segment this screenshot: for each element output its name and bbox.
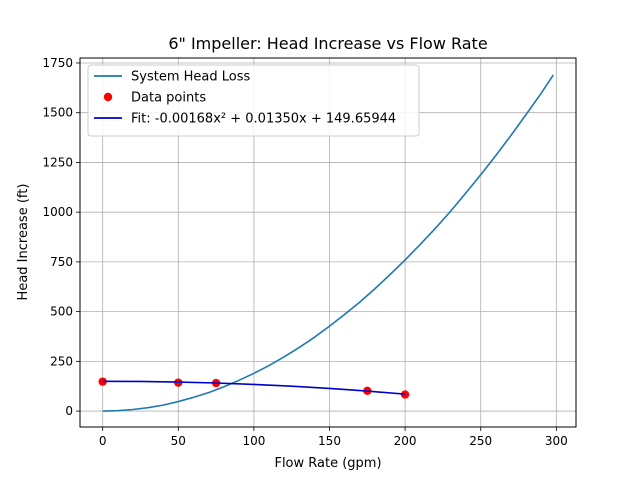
y-tick-label: 1750 xyxy=(42,56,73,70)
y-tick-label: 1250 xyxy=(42,155,73,169)
x-tick-label: 200 xyxy=(394,434,417,448)
series-line xyxy=(102,74,554,412)
x-tick-label: 150 xyxy=(318,434,341,448)
plot-series xyxy=(98,74,554,412)
legend-label: Fit: -0.00168x² + 0.01350x + 149.65944 xyxy=(131,112,396,127)
x-tick-label: 100 xyxy=(242,434,265,448)
series-line xyxy=(102,380,406,395)
y-tick-label: 1000 xyxy=(42,205,73,219)
x-tick-label: 250 xyxy=(469,434,492,448)
axes: 0 50 100 150 200 250 300 0 250 500 750 1000 1250 1500… xyxy=(42,56,567,448)
y-tick-label: 250 xyxy=(50,354,73,368)
y-tick-label: 500 xyxy=(50,305,73,319)
x-axis-label: Flow Rate (gpm) xyxy=(274,456,381,471)
legend: System Head Loss Data points Fit: -0.00168… xyxy=(87,64,420,137)
legend-marker-swatch xyxy=(103,92,113,102)
legend-box xyxy=(87,64,420,137)
y-tick-label: 0 xyxy=(65,404,73,418)
y-tick-label: 750 xyxy=(50,255,73,269)
legend-label: Data points xyxy=(131,91,206,106)
chart-title: 6" Impeller: Head Increase vs Flow Rate xyxy=(168,34,487,53)
x-tick-label: 300 xyxy=(545,434,568,448)
y-tick-label: 1500 xyxy=(42,106,73,120)
x-tick-label: 50 xyxy=(171,434,186,448)
legend-label: System Head Loss xyxy=(131,70,250,85)
plot-frame xyxy=(79,57,577,428)
x-tick-label: 0 xyxy=(99,434,107,448)
y-axis-label: Head Increase (ft) xyxy=(16,184,31,301)
data-point xyxy=(400,390,410,399)
